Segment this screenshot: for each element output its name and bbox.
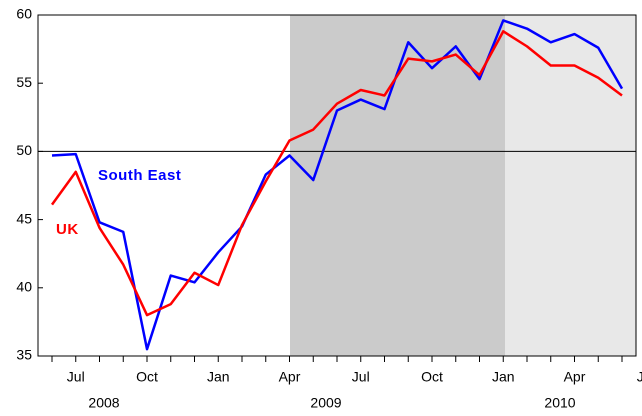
y-tick-label: 40 xyxy=(16,279,32,295)
x-tick-label: Apr xyxy=(564,369,586,385)
x-tick-label: Apr xyxy=(279,369,301,385)
y-tick-label: 50 xyxy=(16,142,32,158)
year-label: 2008 xyxy=(88,395,119,411)
series-line xyxy=(51,19,624,351)
x-tick-label: Oct xyxy=(136,369,158,385)
series-line xyxy=(50,30,623,317)
x-tick-label: Jul xyxy=(67,369,85,385)
y-tick-label: 60 xyxy=(16,6,32,22)
x-tick-label: Oct xyxy=(421,369,443,385)
x-tick-label: Jan xyxy=(492,369,515,385)
y-tick-label: 45 xyxy=(16,210,32,226)
year-label: 2009 xyxy=(310,395,341,411)
x-tick-label: Jan xyxy=(207,369,230,385)
y-tick-label: 55 xyxy=(16,74,32,90)
year-label: 2010 xyxy=(544,395,575,411)
series-label: South East xyxy=(98,167,181,184)
x-tick-label: Jul xyxy=(637,369,642,385)
shaded-region xyxy=(505,15,636,356)
y-tick-label: 35 xyxy=(16,347,32,363)
series-label: UK xyxy=(56,221,79,238)
x-tick-label: Jul xyxy=(352,369,370,385)
shaded-region xyxy=(290,15,505,356)
